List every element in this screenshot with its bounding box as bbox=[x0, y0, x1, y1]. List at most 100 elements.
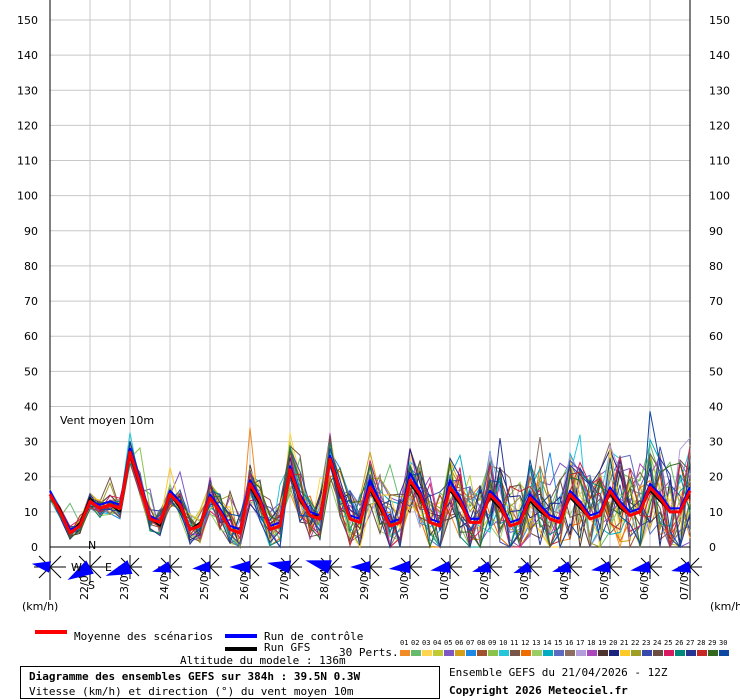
pert-swatch bbox=[532, 650, 542, 656]
wind-wedge bbox=[67, 560, 94, 580]
main-series-lines bbox=[48, 447, 692, 535]
y-tick-right: 40 bbox=[709, 400, 723, 413]
y-tick-left: 150 bbox=[17, 14, 38, 27]
pert-swatch bbox=[510, 650, 520, 656]
wind-arrow bbox=[513, 555, 542, 579]
pert-swatch bbox=[653, 650, 663, 656]
y-tick-right: 70 bbox=[709, 295, 723, 308]
pert-number: 24 bbox=[653, 639, 662, 647]
y-tick-right: 90 bbox=[709, 225, 723, 238]
pert-swatch bbox=[719, 650, 729, 656]
wind-arrow bbox=[630, 555, 662, 579]
unit-label-left: (km/h) bbox=[22, 600, 58, 613]
wind-wedge bbox=[513, 561, 532, 574]
wind-wedge bbox=[472, 561, 492, 573]
gefs-chart: 0 0 10 10 20 20 30 30 40 40 50 50 60 60 70 70 80 80 90 90 10… bbox=[17, 0, 740, 613]
y-tick-left: 10 bbox=[24, 506, 38, 519]
wind-arrow bbox=[350, 555, 382, 579]
wind-arrow bbox=[192, 555, 222, 579]
legend-mean-swatch bbox=[35, 630, 67, 634]
pert-swatch bbox=[400, 650, 410, 656]
y-tick-left: 50 bbox=[24, 365, 38, 378]
info-subtitle: Vitesse (km/h) et direction (°) du vent … bbox=[29, 685, 354, 698]
pert-number: 12 bbox=[521, 639, 530, 647]
y-tick-right: 110 bbox=[709, 155, 730, 168]
y-tick-right: 120 bbox=[709, 119, 730, 132]
wind-arrow bbox=[671, 555, 702, 579]
y-tick-right: 80 bbox=[709, 260, 723, 273]
pert-number: 05 bbox=[444, 639, 453, 647]
pert-swatch bbox=[576, 650, 586, 656]
mean-line bbox=[48, 450, 692, 535]
pert-swatch bbox=[422, 650, 432, 656]
pert-swatch bbox=[631, 650, 641, 656]
info-box: Diagramme des ensembles GEFS sur 384h : … bbox=[20, 666, 440, 699]
unit-label-right: (km/h) bbox=[710, 600, 740, 613]
pert-number: 25 bbox=[664, 639, 673, 647]
wind-wedge bbox=[630, 561, 651, 573]
pert-swatch bbox=[477, 650, 487, 656]
y-tick-left: 40 bbox=[24, 400, 38, 413]
wind-direction-strip bbox=[31, 551, 702, 583]
pert-number: 01 bbox=[400, 639, 409, 647]
pert-swatch bbox=[620, 650, 630, 656]
wind-wedge bbox=[591, 561, 611, 573]
wind-arrow bbox=[388, 555, 422, 579]
wind-arrow bbox=[552, 555, 582, 579]
pert-number: 07 bbox=[466, 639, 475, 647]
pert-number: 13 bbox=[532, 639, 541, 647]
legend-control-swatch bbox=[225, 634, 257, 638]
pert-swatch bbox=[433, 650, 443, 656]
wind-arrow bbox=[31, 551, 66, 583]
y-tick-left: 0 bbox=[31, 541, 38, 554]
pert-swatch bbox=[609, 650, 619, 656]
y-tick-right: 10 bbox=[709, 506, 723, 519]
wind-arrow bbox=[105, 555, 142, 579]
legend-control-label: Run de contrôle bbox=[264, 630, 364, 643]
wind-arrow bbox=[229, 555, 262, 579]
compass-w: W bbox=[71, 561, 82, 574]
wind-arrow bbox=[267, 555, 302, 579]
y-tick-right: 140 bbox=[709, 49, 730, 62]
pert-line-23 bbox=[49, 435, 691, 549]
pert-swatch bbox=[444, 650, 454, 656]
y-tick-left: 110 bbox=[17, 155, 38, 168]
pert-swatch bbox=[488, 650, 498, 656]
y-tick-right: 20 bbox=[709, 471, 723, 484]
pert-swatch bbox=[554, 650, 564, 656]
pert-swatch bbox=[708, 650, 718, 656]
y-tick-left: 70 bbox=[24, 295, 38, 308]
pert-swatch bbox=[411, 650, 421, 656]
wind-arrow bbox=[591, 555, 622, 579]
pert-number: 06 bbox=[455, 639, 464, 647]
pert-number: 27 bbox=[686, 639, 695, 647]
wind-arrow bbox=[152, 555, 182, 579]
pert-number: 26 bbox=[675, 639, 684, 647]
pert-swatch bbox=[664, 650, 674, 656]
compass-e: E bbox=[105, 561, 112, 574]
pert-swatch bbox=[642, 650, 652, 656]
wind-wedge bbox=[430, 561, 451, 573]
pert-swatch bbox=[587, 650, 597, 656]
y-tick-left: 140 bbox=[17, 49, 38, 62]
wind-wedge bbox=[388, 560, 411, 574]
wind-wedge bbox=[105, 560, 133, 576]
legend-gfs-label: Run GFS bbox=[264, 641, 311, 654]
model-altitude: Altitude du modele : 136m bbox=[180, 654, 346, 667]
pert-number: 16 bbox=[565, 639, 574, 647]
y-tick-left: 90 bbox=[24, 225, 38, 238]
compass-n: N bbox=[88, 539, 96, 552]
wind-arrow bbox=[67, 551, 106, 583]
y-tick-right: 100 bbox=[709, 190, 730, 203]
run-info: Ensemble GEFS du 21/04/2026 - 12Z bbox=[449, 666, 668, 679]
wind-arrow bbox=[430, 555, 462, 579]
pert-number: 29 bbox=[708, 639, 717, 647]
y-tick-left: 100 bbox=[17, 190, 38, 203]
wind-wedge bbox=[350, 561, 370, 573]
wind-arrow bbox=[472, 555, 502, 579]
legend-perts-label: 30 Perts. bbox=[339, 646, 399, 659]
y-tick-left: 130 bbox=[17, 84, 38, 97]
compass-s: S bbox=[88, 579, 95, 592]
y-tick-left: 20 bbox=[24, 471, 38, 484]
pert-number: 08 bbox=[477, 639, 486, 647]
